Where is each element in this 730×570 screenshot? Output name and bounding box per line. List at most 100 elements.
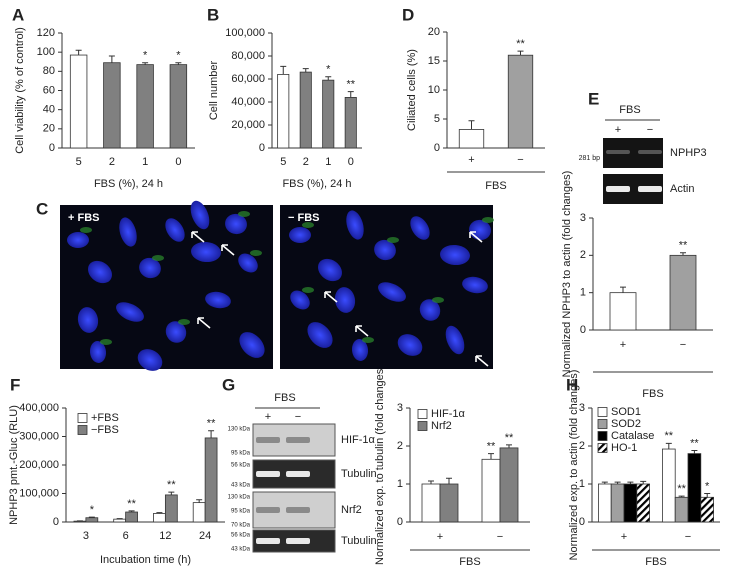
lane-label: +	[265, 411, 271, 423]
cilia-stain	[80, 227, 92, 233]
bar	[623, 483, 638, 523]
error-bar	[142, 62, 149, 65]
lane-label: +	[615, 124, 621, 136]
legend-swatch	[417, 409, 428, 419]
nucleus	[374, 239, 396, 261]
annotation: **	[167, 479, 176, 491]
y-tick-label: 2	[580, 249, 586, 261]
nucleus	[116, 302, 144, 322]
x-axis-label: FBS	[485, 180, 506, 192]
legend-swatch	[597, 419, 608, 429]
nucleus	[334, 287, 356, 313]
y-tick-label: 0	[580, 324, 586, 336]
cilia-stain	[152, 255, 164, 261]
bar	[669, 254, 697, 331]
nucleus	[397, 334, 423, 356]
arrow	[355, 325, 369, 337]
y-tick-label: 40,000	[231, 96, 265, 108]
band	[256, 538, 280, 544]
y-tick-label: 40	[43, 104, 55, 116]
x-tick-label: 2	[303, 156, 309, 168]
nucleus	[290, 290, 310, 310]
error-bar	[302, 68, 309, 73]
band	[256, 437, 280, 443]
annotation: **	[679, 240, 688, 252]
band	[286, 437, 310, 443]
nucleus	[225, 213, 247, 235]
band	[256, 471, 280, 477]
panel-label: B	[207, 5, 219, 24]
bar	[85, 517, 99, 523]
x-tick-label: 1	[325, 156, 331, 168]
lane-label: −	[647, 124, 653, 136]
y-axis-label: Normalized NPHP3 to actin (fold changes)	[561, 171, 573, 378]
error-bar	[108, 55, 115, 63]
nucleus	[137, 349, 163, 371]
bar	[344, 97, 357, 149]
y-axis-label: Normalized exp. to tubulin (fold changes…	[374, 365, 386, 565]
x-tick-label: 2	[109, 156, 115, 168]
x-tick-label: 12	[159, 530, 171, 542]
arrow	[197, 317, 211, 329]
nucleus	[445, 325, 465, 355]
arrow	[191, 231, 205, 243]
panel-label: H	[566, 375, 578, 394]
size-marker: 281 bp	[579, 155, 601, 162]
bar	[609, 292, 637, 331]
nucleus	[289, 227, 311, 243]
y-tick-label: 80,000	[231, 50, 265, 62]
arrow	[469, 231, 483, 243]
nucleus	[351, 339, 369, 361]
bar	[103, 62, 121, 149]
y-axis-label: Cell viability (% of control)	[14, 27, 26, 154]
x-tick-label: −	[497, 531, 503, 543]
y-tick-label: 200,000	[19, 459, 59, 471]
legend-swatch	[77, 425, 88, 435]
y-tick-label: 1	[397, 478, 403, 490]
size-marker: 43 kDa	[231, 483, 251, 489]
error-bar	[75, 49, 82, 56]
y-tick-label: 100,000	[225, 27, 265, 39]
error-bar	[704, 493, 711, 498]
nucleus	[307, 322, 333, 348]
bar	[204, 437, 218, 523]
nucleus	[462, 276, 488, 294]
x-axis-label: FBS	[459, 556, 480, 568]
y-tick-label: 2	[397, 440, 403, 452]
error-bar	[468, 120, 475, 130]
annotation: **	[487, 441, 496, 453]
annotation: **	[516, 38, 525, 50]
y-tick-label: 20	[43, 123, 55, 135]
error-bar	[446, 477, 452, 484]
image-label: + FBS	[68, 212, 99, 224]
nucleus	[89, 341, 107, 363]
x-tick-label: 0	[348, 156, 354, 168]
size-marker: 95 kDa	[231, 509, 251, 515]
error-bar	[196, 499, 203, 503]
y-tick-label: 0	[579, 516, 585, 528]
x-tick-label: 1	[142, 156, 148, 168]
panel-label: G	[222, 375, 235, 394]
nucleus	[190, 200, 210, 230]
error-bar	[208, 430, 215, 438]
image-label: − FBS	[288, 212, 319, 224]
cilia-stain	[100, 339, 112, 345]
bar	[164, 494, 178, 523]
nucleus	[77, 307, 99, 333]
blot-title: FBS	[619, 104, 640, 116]
y-axis-label: Cell number	[208, 61, 220, 121]
y-tick-label: 0	[259, 142, 265, 154]
y-tick-label: 1	[579, 478, 585, 490]
cilia-stain	[362, 337, 374, 343]
band	[256, 507, 280, 513]
bar	[169, 64, 188, 149]
nucleus	[87, 260, 113, 284]
y-tick-label: 15	[428, 55, 440, 67]
band	[286, 471, 310, 477]
cilia-stain	[302, 287, 314, 293]
error-bar	[347, 91, 354, 98]
y-tick-label: 100	[37, 46, 55, 58]
nucleus	[378, 282, 406, 302]
panel-label: E	[588, 89, 599, 108]
